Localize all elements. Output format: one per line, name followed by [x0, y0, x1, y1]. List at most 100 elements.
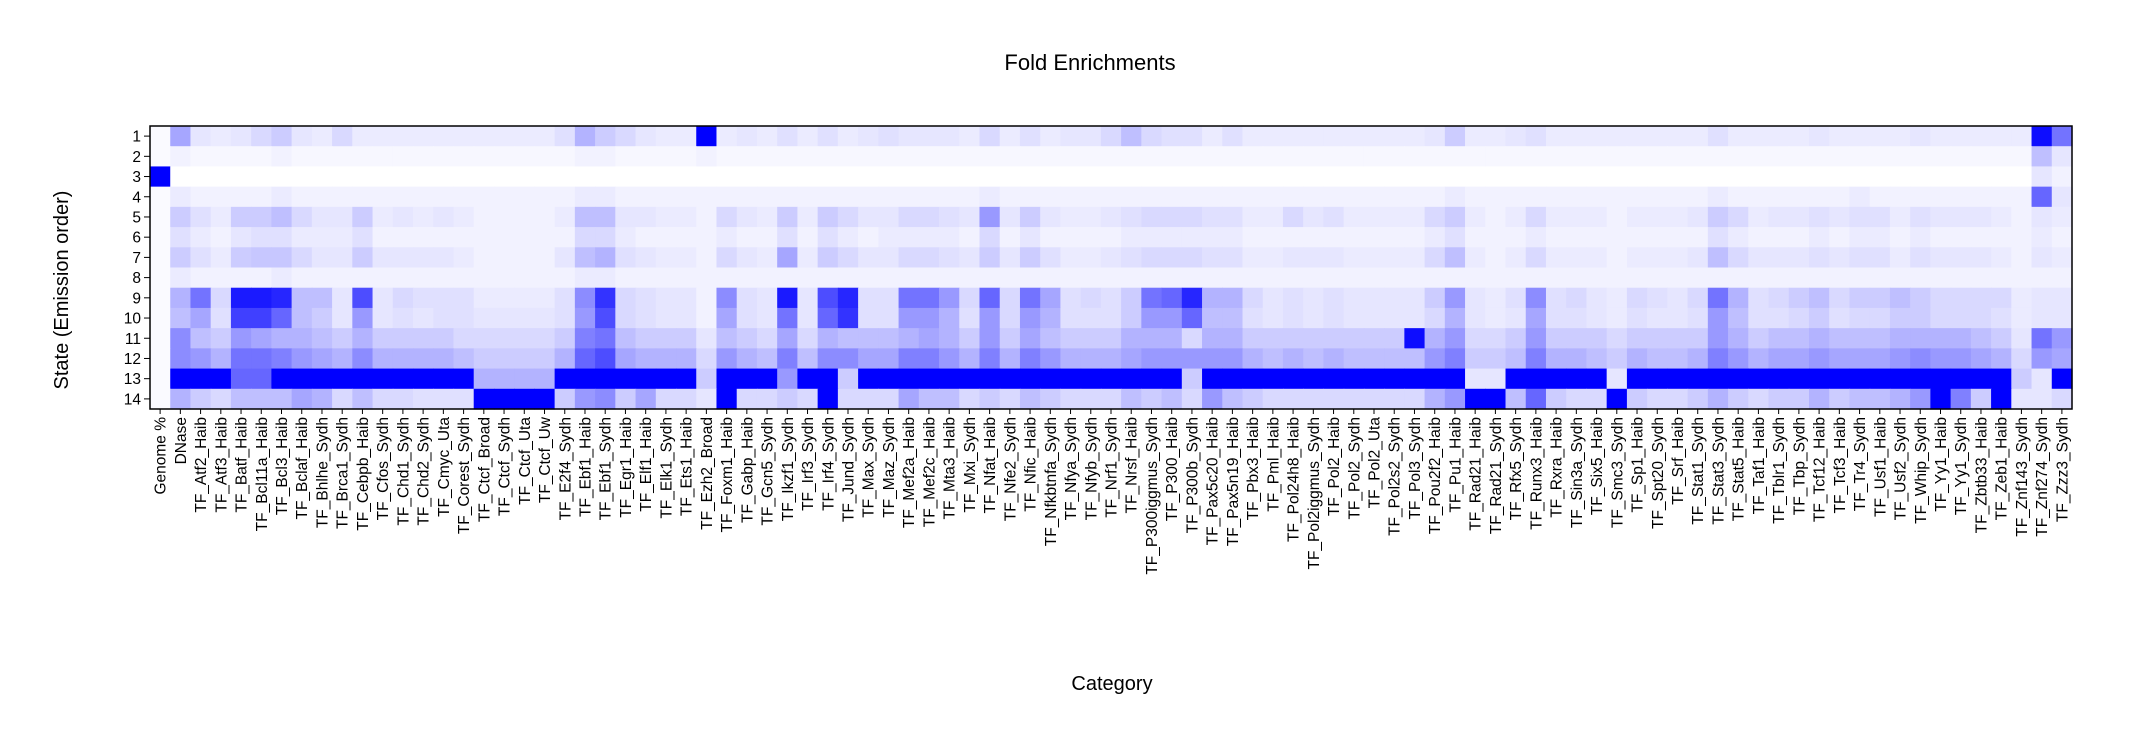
- x-tick-label: TF_Pax5n19_Haib: [1225, 417, 1242, 546]
- heatmap-cell: [1060, 247, 1082, 269]
- heatmap-cell: [676, 307, 697, 329]
- heatmap-cell: [291, 126, 313, 147]
- heatmap-cell: [1485, 146, 1507, 168]
- heatmap-cell: [939, 267, 960, 289]
- heatmap-cell: [777, 388, 799, 410]
- heatmap-cell: [1930, 206, 1952, 228]
- y-tick-label: 8: [132, 270, 141, 287]
- heatmap-cell: [615, 348, 637, 370]
- x-tick-label: TF_Atf2_Haib: [193, 417, 210, 513]
- heatmap-cell: [1586, 287, 1608, 309]
- heatmap-cell: [979, 388, 1001, 410]
- heatmap-cell: [817, 287, 839, 309]
- heatmap-cell: [1788, 247, 1810, 269]
- heatmap-cell: [1465, 368, 1486, 390]
- heatmap-cell: [1404, 227, 1426, 248]
- heatmap-cell: [1707, 186, 1729, 208]
- heatmap-cell: [655, 166, 677, 188]
- heatmap-cell: [635, 166, 657, 188]
- heatmap-cell: [1080, 328, 1102, 349]
- heatmap-cell: [1343, 247, 1365, 269]
- heatmap-cell: [1060, 388, 1082, 410]
- heatmap-cell: [1343, 146, 1365, 168]
- x-tick-label: TF_Nfic_Haib: [1023, 417, 1040, 512]
- heatmap-cell: [1141, 206, 1163, 228]
- heatmap-cell: [2031, 227, 2053, 248]
- heatmap-cell: [655, 186, 677, 208]
- heatmap-cell: [1768, 247, 1790, 269]
- heatmap-cell: [898, 247, 920, 269]
- heatmap-cell: [837, 307, 859, 329]
- heatmap-cell: [493, 388, 515, 410]
- y-tick-label: 3: [132, 169, 141, 186]
- y-tick-label: 11: [125, 331, 141, 348]
- heatmap-cell: [1222, 227, 1244, 248]
- heatmap-cell: [1950, 348, 1972, 370]
- heatmap-cell: [1545, 328, 1567, 349]
- heatmap-cell: [1465, 267, 1486, 289]
- heatmap-cell: [251, 368, 272, 390]
- heatmap-cell: [1363, 328, 1385, 349]
- heatmap-cell: [311, 146, 333, 168]
- heatmap-cell: [615, 126, 637, 147]
- heatmap-cell: [271, 267, 293, 289]
- heatmap-cell: [514, 206, 535, 228]
- heatmap-cell: [1829, 206, 1851, 228]
- heatmap-cell: [837, 328, 859, 349]
- heatmap-cell: [1040, 287, 1062, 309]
- heatmap-cell: [777, 227, 799, 248]
- heatmap-cell: [1829, 267, 1851, 289]
- heatmap-cell: [1545, 247, 1567, 269]
- heatmap-cell: [1242, 247, 1264, 269]
- heatmap-cell: [1849, 186, 1871, 208]
- heatmap-cell: [291, 146, 313, 168]
- heatmap-cell: [1019, 388, 1041, 410]
- heatmap-cell: [595, 348, 616, 370]
- heatmap-cell: [433, 267, 455, 289]
- heatmap-cell: [574, 206, 596, 228]
- heatmap-cell: [1323, 267, 1345, 289]
- heatmap-cell: [271, 368, 293, 390]
- heatmap-cell: [1444, 166, 1466, 188]
- heatmap-cell: [655, 368, 677, 390]
- x-tick-label: TF_Tr4_Sydh: [1852, 417, 1869, 511]
- heatmap-cell: [554, 247, 576, 269]
- heatmap-cell: [1545, 267, 1567, 289]
- heatmap-cell: [1970, 307, 1992, 329]
- y-tick-label: 2: [132, 149, 141, 166]
- heatmap-cell: [1707, 348, 1729, 370]
- heatmap-cell: [817, 307, 839, 329]
- heatmap-cell: [1444, 126, 1466, 147]
- heatmap-cell: [1060, 328, 1082, 349]
- heatmap-cell: [190, 227, 212, 248]
- heatmap-cell: [1242, 287, 1264, 309]
- heatmap-cell: [372, 126, 394, 147]
- heatmap-cell: [1626, 166, 1648, 188]
- heatmap-cell: [1930, 328, 1952, 349]
- heatmap-cell: [1930, 186, 1952, 208]
- heatmap-cell: [939, 186, 960, 208]
- heatmap-cell: [150, 247, 171, 269]
- heatmap-cell: [392, 146, 414, 168]
- heatmap-cell: [2011, 328, 2033, 349]
- heatmap-cell: [939, 368, 960, 390]
- heatmap-cell: [858, 348, 879, 370]
- heatmap-cell: [1424, 267, 1446, 289]
- heatmap-cell: [979, 267, 1001, 289]
- heatmap-cell: [2051, 186, 2073, 208]
- heatmap-cell: [878, 227, 900, 248]
- heatmap-cell: [170, 287, 192, 309]
- heatmap-cell: [1100, 146, 1122, 168]
- heatmap-cell: [1991, 146, 2012, 168]
- heatmap-cell: [554, 307, 576, 329]
- heatmap-cell: [190, 247, 212, 269]
- heatmap-cell: [1303, 206, 1325, 228]
- heatmap-cell: [939, 388, 960, 410]
- heatmap-cell: [1910, 146, 1931, 168]
- heatmap-cell: [1930, 348, 1952, 370]
- heatmap-cell: [817, 368, 839, 390]
- heatmap-cell: [1748, 328, 1770, 349]
- heatmap-cell: [210, 287, 232, 309]
- heatmap-cell: [1100, 267, 1122, 289]
- heatmap-cell: [271, 388, 293, 410]
